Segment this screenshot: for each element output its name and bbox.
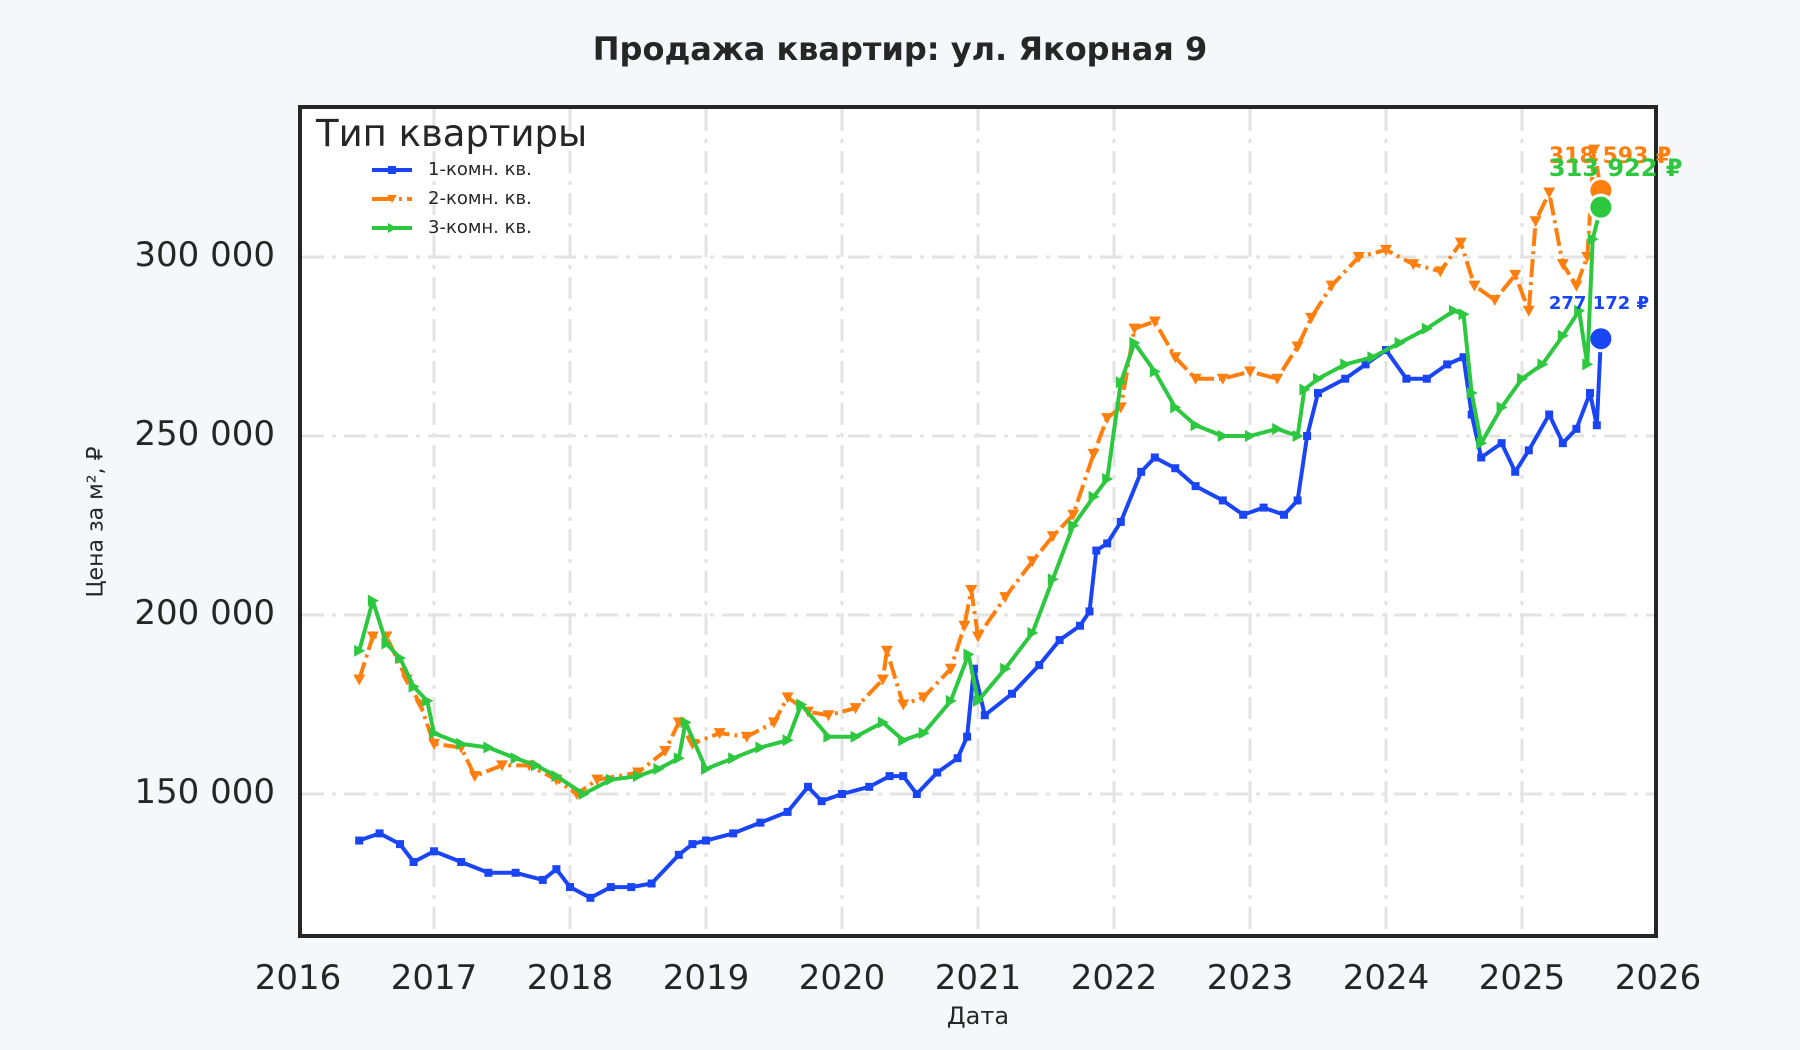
x-tick-label: 2020 bbox=[798, 958, 886, 998]
x-axis-label: Дата bbox=[946, 1002, 1010, 1030]
x-tick-label: 2018 bbox=[526, 958, 614, 998]
legend: Тип квартиры 1-комн. кв. 2-комн. кв. 3-к… bbox=[316, 112, 587, 242]
chart-title: Продажа квартир: ул. Якорная 9 bbox=[592, 30, 1208, 68]
legend-item-1room: 1-комн. кв. bbox=[370, 155, 587, 184]
x-tick-label: 2016 bbox=[254, 958, 342, 998]
end-value-label: 277 172 ₽ bbox=[1548, 292, 1650, 314]
legend-title: Тип квартиры bbox=[316, 112, 588, 155]
legend-label: 1-комн. кв. bbox=[428, 159, 532, 180]
legend-label: 2-комн. кв. bbox=[428, 188, 532, 209]
series-line-1 bbox=[358, 338, 1603, 900]
end-point-marker-1 bbox=[1587, 325, 1615, 353]
y-tick-label: 200 000 bbox=[134, 593, 275, 633]
x-tick-label: 2025 bbox=[1478, 958, 1566, 998]
y-axis-label: Цена за м², ₽ bbox=[83, 446, 109, 598]
x-tick-label: 2017 bbox=[390, 958, 478, 998]
series-line-3 bbox=[357, 206, 1603, 796]
y-tick-label: 150 000 bbox=[134, 772, 275, 812]
end-point-marker-3 bbox=[1587, 193, 1615, 221]
legend-item-3room: 3-комн. кв. bbox=[370, 213, 587, 242]
x-tick-label: 2023 bbox=[1206, 958, 1294, 998]
legend-triangle-right-marker-icon bbox=[372, 222, 412, 233]
end-value-label: 318 593 ₽ bbox=[1548, 144, 1672, 170]
legend-square-marker-icon bbox=[372, 165, 412, 174]
legend-triangle-down-marker-icon bbox=[372, 194, 412, 203]
x-tick-label: 2021 bbox=[934, 958, 1022, 998]
x-tick-label: 2019 bbox=[662, 958, 750, 998]
x-tick-label: 2026 bbox=[1614, 958, 1702, 998]
legend-label: 3-комн. кв. bbox=[428, 217, 532, 238]
x-tick-label: 2022 bbox=[1070, 958, 1158, 998]
legend-item-2room: 2-комн. кв. bbox=[370, 184, 587, 213]
y-tick-label: 250 000 bbox=[134, 414, 275, 454]
end-value-label: 313 922 ₽ bbox=[1548, 154, 1683, 183]
x-tick-label: 2024 bbox=[1342, 958, 1430, 998]
y-tick-label: 300 000 bbox=[134, 235, 275, 275]
